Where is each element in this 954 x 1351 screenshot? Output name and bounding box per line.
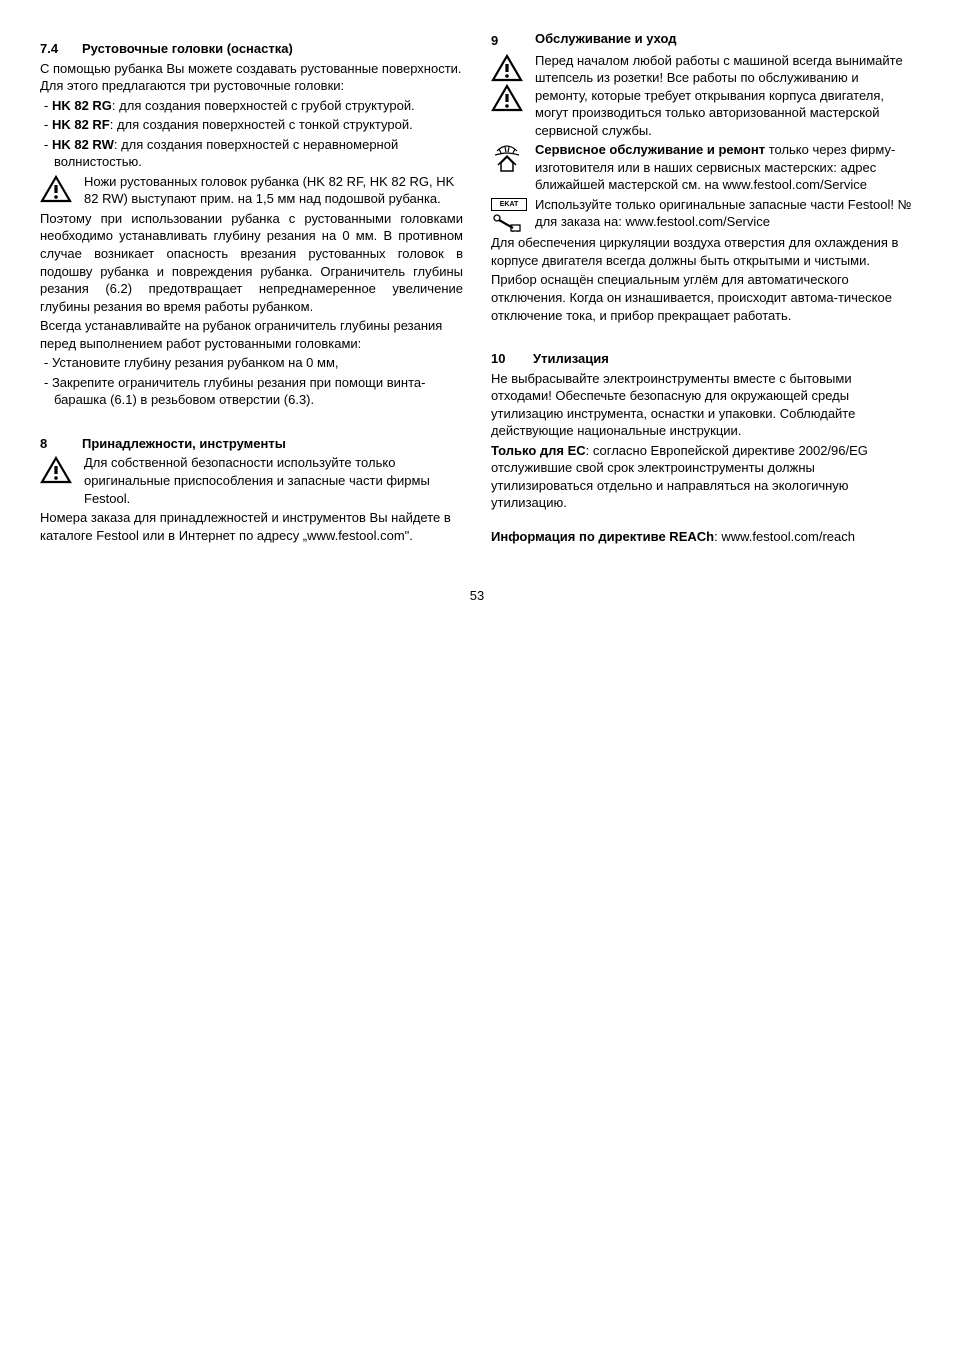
body-text: С помощью рубанка Вы можете создавать ру… xyxy=(40,60,463,95)
list-item: - HK 82 RG: для создания поверхностей с … xyxy=(40,97,463,115)
list-item: - Закрепите ограничитель глубины резания… xyxy=(40,374,463,409)
ekat-label: EKAT xyxy=(491,198,527,211)
service-block: Сервисное обслуживание и ремонт только ч… xyxy=(491,141,914,194)
heading-num: 10 xyxy=(491,350,533,368)
heading-num: 8 xyxy=(40,435,82,453)
body-text: Всегда устанавливайте на рубанок огранич… xyxy=(40,317,463,352)
heading-title: Утилизация xyxy=(533,351,609,366)
warning-block: Ножи рустованных головок рубанка (HK 82 … xyxy=(40,173,463,208)
list-item: - HK 82 RW: для создания поверхностей с … xyxy=(40,136,463,171)
heading-title: Принадлежности, инструменты xyxy=(82,436,286,451)
heading-title: Обслуживание и уход xyxy=(535,31,677,46)
warning-triangle-icon xyxy=(491,84,523,112)
eu-label: Только для ЕС xyxy=(491,443,586,458)
body-text: Только для ЕС: согласно Европейской дире… xyxy=(491,442,914,512)
body-text: Для обеспечения циркуляции воздуха отвер… xyxy=(491,234,914,269)
body-text: Не выбрасывайте электроинструменты вмест… xyxy=(491,370,914,440)
list-item: - Установите глубину резания рубанком на… xyxy=(40,354,463,372)
heading-num: 9 xyxy=(491,30,527,50)
page-number: 53 xyxy=(40,587,914,605)
heading-10: 10Утилизация xyxy=(491,350,914,368)
ekat-parts-icon: EKAT xyxy=(491,196,527,232)
product-code: HK 82 RW xyxy=(52,137,114,152)
body-text: Прибор оснащён специальным углём для авт… xyxy=(491,271,914,324)
product-code: HK 82 RG xyxy=(52,98,112,113)
body-text: Информация по директиве REACh: www.festo… xyxy=(491,528,914,546)
service-label: Сервисное обслуживание и ремонт xyxy=(535,142,765,157)
reach-label: Информация по директиве REACh xyxy=(491,529,714,544)
ekat-text: Используйте только оригинальные запасные… xyxy=(535,196,914,231)
warning-block: Перед началом любой работы с машиной все… xyxy=(491,52,914,140)
list-text: : для создания поверхностей с тонкой стр… xyxy=(110,117,413,132)
heading-num: 7.4 xyxy=(40,40,82,58)
num-text: 9 xyxy=(491,33,498,48)
ekat-block: EKAT Используйте только оригинальные зап… xyxy=(491,196,914,232)
heading-title: Рустовочные головки (оснастка) xyxy=(82,41,293,56)
warning-text: Для собственной безопасности используйте… xyxy=(84,454,463,507)
warning-triangle-icon xyxy=(40,454,76,484)
list-item: - HK 82 RF: для создания поверхностей с … xyxy=(40,116,463,134)
list-text: : для создания поверхностей с грубой стр… xyxy=(112,98,415,113)
heading-8: 8Принадлежности, инструменты xyxy=(40,435,463,453)
body-text: Номера заказа для принадлежностей и инст… xyxy=(40,509,463,544)
warning-triangle-icon xyxy=(491,54,523,82)
service-globe-icon xyxy=(491,141,527,175)
body-text: Поэтому при использовании рубанка с руст… xyxy=(40,210,463,315)
reach-text: : www.festool.com/reach xyxy=(714,529,855,544)
warning-triangle-icon xyxy=(40,173,76,203)
heading-7-4: 7.4Рустовочные головки (оснастка) xyxy=(40,40,463,58)
warning-text: Ножи рустованных головок рубанка (HK 82 … xyxy=(84,173,463,208)
section-9-block: 9 Обслуживание и уход xyxy=(491,30,914,50)
product-code: HK 82 RF xyxy=(52,117,110,132)
warning-block: Для собственной безопасности используйте… xyxy=(40,454,463,507)
